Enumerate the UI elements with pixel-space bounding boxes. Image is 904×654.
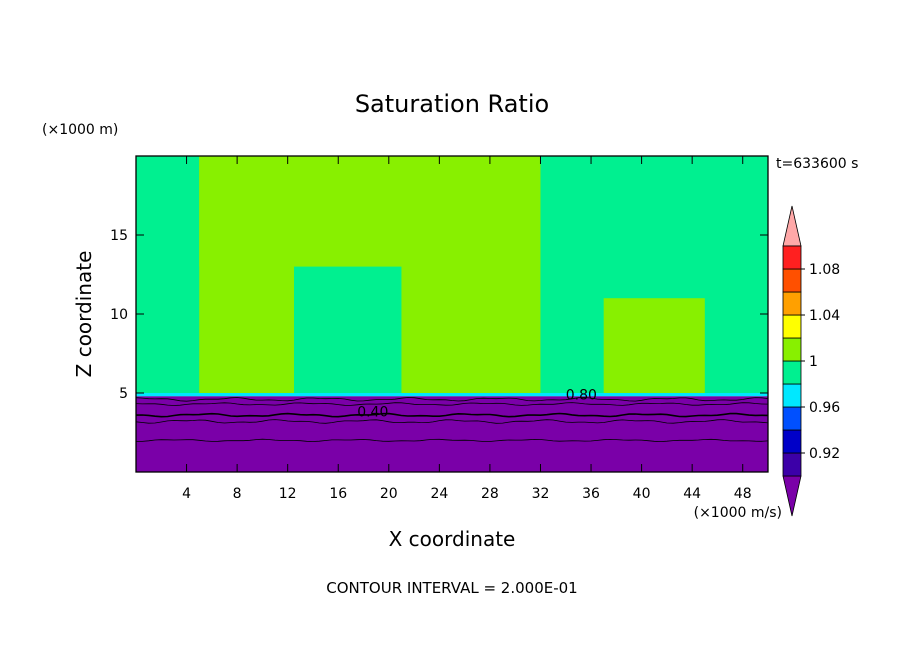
- colorbar: 1.08 1.04 1 0.96 0.92: [782, 205, 840, 517]
- x-tick-label: 40: [633, 486, 651, 502]
- y-tick-label: 15: [110, 228, 128, 244]
- contour-line-0: [136, 397, 768, 402]
- x-tick-label: 4: [182, 486, 191, 502]
- colorbar-label: 0.96: [809, 400, 840, 416]
- colorbar-segment: [782, 406, 802, 431]
- time-label: t=633600 s: [776, 156, 858, 172]
- colorbar-segment: [782, 429, 802, 454]
- colorbar-segment: [782, 383, 802, 408]
- x-tick-label: 12: [279, 486, 297, 502]
- contour-label-0: 0.40: [357, 405, 388, 421]
- x-tick-label: 28: [481, 486, 499, 502]
- x-tick-label: 24: [430, 486, 448, 502]
- colorbar-segment: [782, 268, 802, 293]
- x-axis-ticks: 4 8 12 16 20 24 28 32 36 40 44 48: [182, 156, 752, 502]
- colorbar-arrow-bottom: [782, 475, 802, 517]
- y-axis-label: Z coordinate: [72, 251, 96, 378]
- region-4: [199, 156, 541, 267]
- colorbar-label: 1.04: [809, 308, 840, 324]
- region-5: [603, 298, 705, 393]
- x-tick-label: 36: [582, 486, 600, 502]
- colorbar-segment: [782, 337, 802, 362]
- colorbar-segment: [782, 452, 802, 477]
- colorbar-label: 1.08: [809, 262, 840, 278]
- colorbar-segment: [782, 314, 802, 339]
- x-tick-label: 20: [380, 486, 398, 502]
- x-unit-label: (×1000 m/s): [694, 505, 782, 521]
- contour-line-1: [136, 402, 768, 406]
- colorbar-arrow-top: [782, 205, 802, 247]
- x-tick-label: 48: [734, 486, 752, 502]
- plot-area: [136, 156, 768, 472]
- colorbar-segment: [782, 291, 802, 316]
- y-axis-ticks: 5 10 15: [110, 228, 768, 402]
- y-unit-label: (×1000 m): [42, 122, 118, 138]
- x-axis-label: X coordinate: [389, 527, 516, 551]
- colorbar-label: 1: [809, 354, 818, 370]
- x-tick-label: 16: [329, 486, 347, 502]
- contour-line-4: [136, 438, 768, 443]
- y-tick-label: 5: [119, 386, 128, 402]
- chart-title: Saturation Ratio: [355, 90, 549, 118]
- contour-line-3: [136, 419, 768, 424]
- y-tick-label: 10: [110, 307, 128, 323]
- region-0: [136, 396, 768, 472]
- contour-interval-footer: CONTOUR INTERVAL = 2.000E-01: [326, 579, 577, 597]
- contour-line-2: [136, 412, 768, 418]
- contour-label-1: 0.80: [566, 387, 597, 403]
- colorbar-segment: [782, 360, 802, 385]
- x-tick-label: 32: [532, 486, 550, 502]
- contour-lines: 0.40 0.80: [136, 387, 768, 443]
- x-tick-label: 8: [233, 486, 242, 502]
- boundary-strip: [136, 393, 768, 397]
- x-tick-label: 44: [683, 486, 701, 502]
- colorbar-segment: [782, 245, 802, 270]
- colorbar-label: 0.92: [809, 446, 840, 462]
